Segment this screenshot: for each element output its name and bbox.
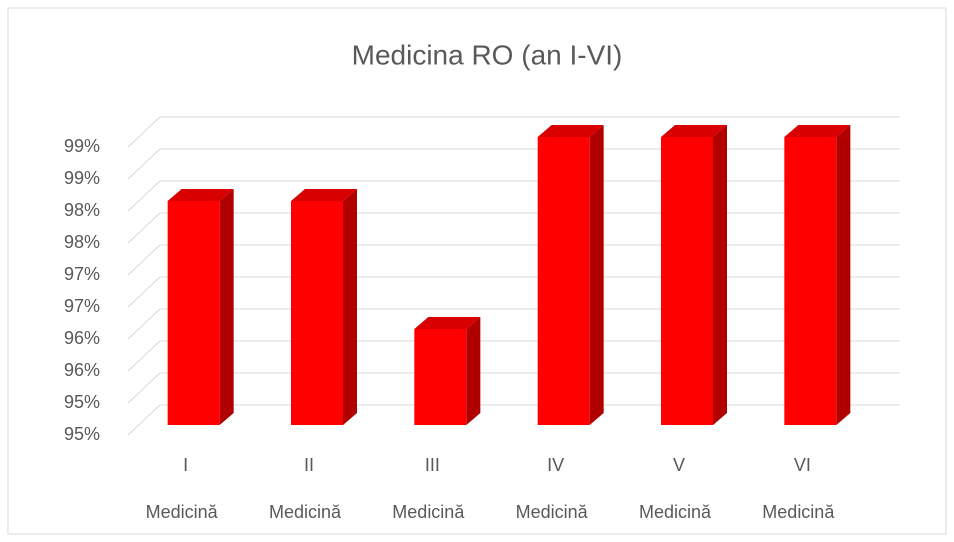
x-tick-label: II — [304, 455, 314, 475]
y-tick-label: 98% — [64, 232, 100, 252]
bar-side — [219, 189, 234, 425]
bar-front — [167, 201, 220, 425]
bar-top — [167, 189, 234, 201]
x-group-label: Medicină — [762, 502, 835, 522]
bar — [414, 317, 481, 425]
y-tick-label: 96% — [64, 360, 100, 380]
bar-top — [291, 189, 357, 201]
y-tick-label: 97% — [64, 264, 100, 284]
bar — [537, 125, 604, 425]
bar-front — [537, 137, 590, 425]
y-tick-label: 96% — [64, 328, 100, 348]
x-tick-label: III — [425, 455, 440, 475]
grid-line-diagonal — [127, 148, 161, 180]
y-tick-label: 99% — [64, 136, 100, 156]
grid-line-diagonal — [127, 404, 161, 436]
grid-line-diagonal — [127, 180, 161, 212]
grid-line-diagonal — [127, 340, 161, 372]
x-tick-label: V — [673, 455, 685, 475]
x-group-label: Medicină — [269, 502, 342, 522]
bar-top — [784, 125, 851, 137]
bar-side — [343, 189, 357, 425]
chart-title: Medicina RO (an I-VI) — [352, 39, 623, 70]
bar-front — [784, 137, 837, 425]
bar-front — [414, 329, 467, 425]
bar — [784, 125, 851, 425]
grid-line-diagonal — [127, 276, 161, 308]
x-tick-label: VI — [794, 455, 811, 475]
x-group-label: Medicină — [639, 502, 712, 522]
bar — [291, 189, 357, 425]
bar-front — [291, 201, 343, 425]
bar-side — [713, 125, 727, 425]
bar-top — [537, 125, 604, 137]
bar-side — [836, 125, 851, 425]
x-tick-label: IV — [547, 455, 564, 475]
bar — [167, 189, 234, 425]
x-group-label: Medicină — [392, 502, 465, 522]
x-group-label: Medicină — [146, 502, 219, 522]
grid-line-diagonal — [127, 244, 161, 276]
bar-side — [466, 317, 481, 425]
bar-side — [589, 125, 604, 425]
y-tick-label: 95% — [64, 424, 100, 444]
x-group-label: Medicină — [516, 502, 589, 522]
x-tick-label: I — [183, 455, 188, 475]
grid-line-diagonal — [127, 308, 161, 340]
y-tick-label: 97% — [64, 296, 100, 316]
y-tick-label: 95% — [64, 392, 100, 412]
grid-line-diagonal — [127, 116, 161, 148]
bar-front — [661, 137, 713, 425]
bar-top — [661, 125, 727, 137]
bar-top — [414, 317, 481, 329]
y-tick-label: 99% — [64, 168, 100, 188]
grid-line-diagonal — [127, 212, 161, 244]
y-tick-label: 98% — [64, 200, 100, 220]
grid-line-diagonal — [127, 372, 161, 404]
bar — [661, 125, 727, 425]
